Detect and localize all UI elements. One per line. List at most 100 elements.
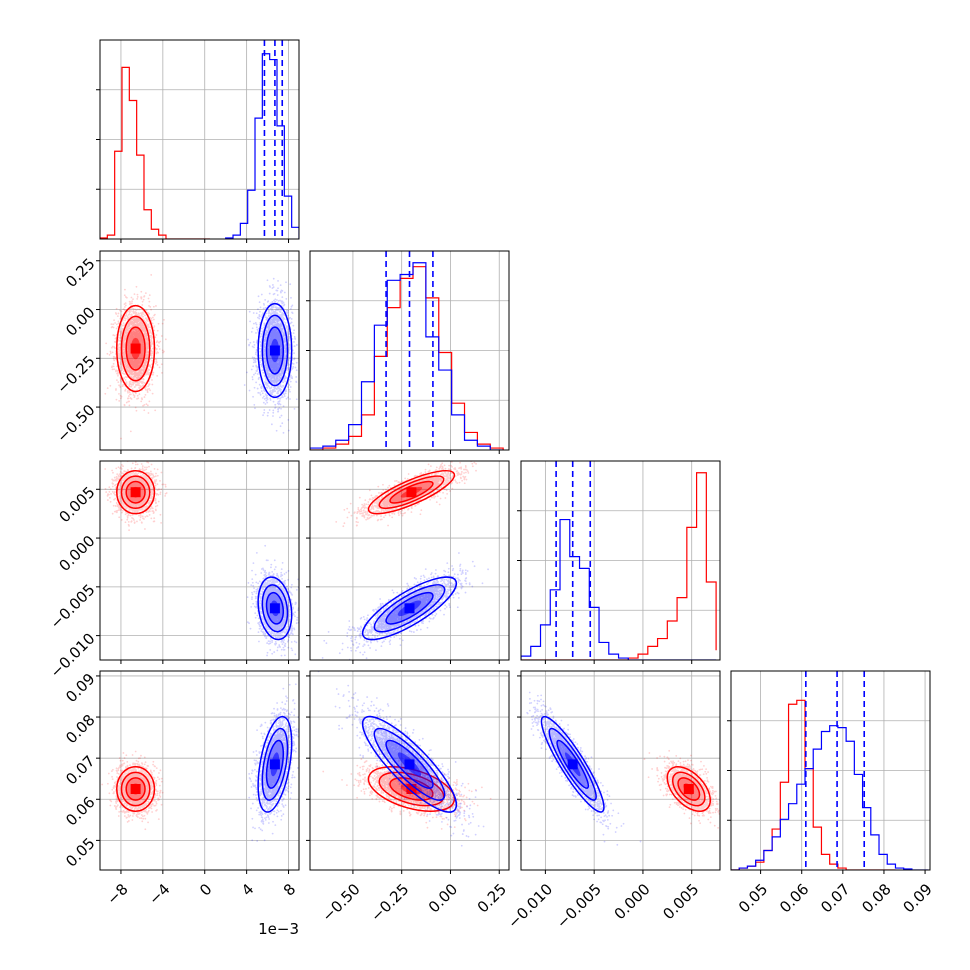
scatter-point: [265, 394, 268, 397]
scatter-point: [138, 369, 140, 372]
scatter-point: [133, 319, 136, 322]
scatter-point: [261, 314, 264, 316]
scatter-point: [131, 370, 133, 373]
scatter-point: [268, 409, 271, 411]
scatter-point: [117, 381, 120, 384]
scatter-point: [128, 350, 131, 353]
scatter-point: [140, 325, 143, 328]
scatter-point: [135, 331, 138, 334]
scatter-point: [130, 363, 133, 366]
scatter-point: [144, 326, 146, 329]
scatter-point: [286, 311, 289, 314]
scatter-point: [266, 300, 269, 303]
scatter-point: [134, 332, 137, 335]
scatter-point: [144, 361, 147, 364]
scatter-point: [127, 324, 130, 327]
scatter-point: [117, 371, 120, 374]
scatter-point: [129, 335, 132, 338]
scatter-point: [127, 344, 130, 347]
scatter-point: [148, 329, 150, 331]
scatter-point: [135, 362, 138, 365]
scatter-point: [288, 384, 291, 386]
scatter-point: [143, 335, 146, 337]
scatter-point: [114, 356, 117, 359]
scatter-point: [115, 313, 118, 315]
scatter-point: [147, 412, 150, 414]
scatter-point: [127, 365, 130, 368]
scatter-point: [132, 391, 134, 394]
scatter-point: [272, 415, 274, 417]
scatter-point: [130, 302, 133, 305]
scatter-point: [155, 348, 158, 351]
scatter-point: [137, 332, 140, 335]
scatter-point: [118, 343, 121, 345]
scatter-point: [264, 299, 267, 301]
scatter-point: [124, 296, 127, 298]
scatter-point: [139, 326, 142, 329]
scatter-point: [129, 359, 131, 362]
scatter-point: [121, 343, 124, 346]
scatter-point: [134, 308, 137, 311]
scatter-point: [129, 346, 131, 349]
scatter-point: [141, 351, 144, 353]
scatter-point: [142, 353, 145, 355]
scatter-point: [143, 362, 146, 364]
scatter-point: [145, 373, 148, 376]
scatter-point: [129, 339, 132, 342]
scatter-point: [123, 335, 126, 337]
scatter-point: [104, 392, 107, 395]
scatter-point: [140, 337, 143, 339]
scatter-point: [121, 330, 123, 333]
histogram-series-1: [225, 53, 299, 239]
scatter-point: [293, 341, 295, 343]
scatter-point: [140, 348, 143, 351]
scatter-point: [148, 294, 151, 296]
scatter-point: [134, 331, 137, 334]
scatter-point: [143, 362, 145, 364]
scatter-point: [139, 333, 142, 336]
scatter-point: [127, 347, 130, 350]
scatter-point: [132, 394, 135, 396]
scatter-point: [128, 371, 131, 373]
scatter-point: [140, 354, 143, 357]
scatter-point: [131, 369, 134, 372]
scatter-point: [249, 320, 251, 323]
scatter-point: [141, 341, 144, 344]
scatter-point: [264, 306, 267, 309]
scatter-point: [136, 397, 138, 400]
scatter-point: [251, 345, 254, 348]
scatter-point: [123, 404, 126, 407]
scatter-point: [113, 359, 116, 362]
scatter-point: [123, 346, 126, 349]
scatter-point: [136, 362, 139, 364]
scatter-point: [134, 365, 137, 368]
scatter-point: [254, 358, 257, 361]
scatter-point: [292, 332, 295, 335]
scatter-point: [130, 335, 133, 337]
scatter-point: [148, 300, 151, 303]
scatter-point: [114, 357, 117, 360]
scatter-point: [119, 354, 122, 357]
scatter-point: [136, 361, 139, 364]
scatter-point: [289, 322, 292, 325]
scatter-point: [117, 466, 120, 469]
scatter-point: [112, 362, 115, 365]
scatter-point: [142, 328, 145, 330]
scatter-point: [145, 338, 148, 341]
scatter-point: [146, 353, 149, 356]
scatter-point: [126, 390, 129, 393]
scatter-point: [128, 340, 131, 343]
scatter-point: [111, 345, 114, 348]
scatter-point: [141, 384, 144, 387]
scatter-point: [135, 372, 137, 375]
scatter-point: [136, 318, 139, 321]
scatter-point: [138, 357, 141, 360]
scatter-point: [127, 323, 130, 326]
scatter-point: [123, 358, 125, 361]
scatter-point: [128, 383, 131, 385]
scatter-point: [128, 338, 131, 341]
scatter-point: [152, 305, 155, 308]
scatter-point: [128, 338, 130, 341]
scatter-point: [136, 320, 139, 323]
scatter-point: [138, 386, 141, 389]
